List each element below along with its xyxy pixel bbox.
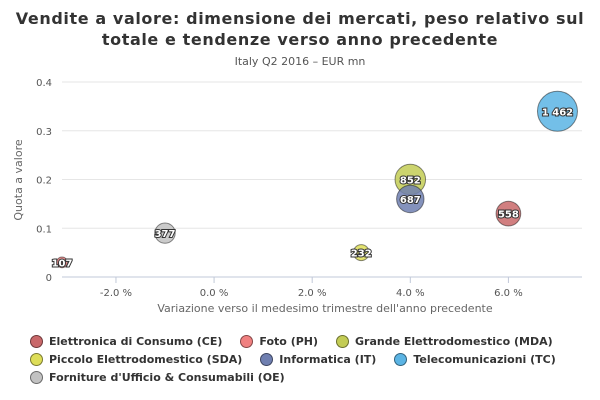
legend-label: Grande Elettrodomestico (MDA) (355, 334, 553, 348)
x-tick-label: 0.0 % (200, 288, 229, 299)
bubble-value-label: 232 (351, 249, 372, 260)
legend-swatch (260, 352, 274, 366)
legend-swatch (240, 334, 254, 348)
legend-swatch (30, 370, 43, 384)
y-tick-label: 0.2 (36, 176, 52, 187)
legend-row: Elettronica di Consumo (CE) Foto (PH) Gran… (30, 332, 590, 350)
x-axis-title: Variazione verso il medesimo trimestre d… (157, 302, 492, 315)
legend-label: Informatica (IT) (279, 352, 377, 366)
legend-label: Elettronica di Consumo (CE) (49, 334, 223, 348)
bubble-value-label: 377 (155, 229, 176, 240)
bubble[interactable] (396, 184, 425, 214)
legend-item[interactable]: Elettronica di Consumo (CE) (30, 334, 223, 348)
chart-subtitle: Italy Q2 2016 – EUR mn (235, 55, 366, 68)
legend-row: Forniture d'Ufficio & Consumabili (OE) (30, 368, 590, 386)
legend-swatch (30, 352, 43, 366)
x-tick-label: 6.0 % (494, 288, 523, 299)
chart-title-line-1: Vendite a valore: dimensione dei mercati… (16, 9, 584, 28)
bubble-value-label: 687 (400, 195, 421, 206)
y-axis-title: Quota a valore (12, 139, 25, 220)
legend-item[interactable]: Foto (PH) (240, 334, 319, 348)
bubble-value-label: 1 462 (542, 107, 573, 118)
legend-item[interactable]: Forniture d'Ufficio & Consumabili (OE) (30, 370, 285, 384)
legend-label: Forniture d'Ufficio & Consumabili (OE) (49, 370, 285, 384)
legend-label: Foto (PH) (259, 334, 319, 348)
legend-item[interactable]: Grande Elettrodomestico (MDA) (336, 334, 553, 348)
y-tick-label: 0.1 (36, 224, 52, 235)
legend-item[interactable]: Informatica (IT) (260, 352, 377, 366)
x-axis-ticks: -2.0 % 0.0 % 2.0 % 4.0 % 6.0 % (100, 277, 523, 299)
bubble-value-label: 852 (400, 176, 421, 187)
bubble[interactable] (352, 244, 370, 262)
legend: Elettronica di Consumo (CE) Foto (PH) Gran… (30, 332, 590, 386)
bubble-value-label: 558 (498, 210, 519, 221)
bubbles: 1 462 852 687 558 377 232 107 (51, 90, 578, 270)
legend-item[interactable]: Telecomunicazioni (TC) (394, 352, 556, 366)
x-tick-label: 4.0 % (396, 288, 425, 299)
x-tick-label: -2.0 % (100, 288, 132, 299)
y-tick-label: 0 (46, 273, 52, 284)
y-axis-ticks: 0 0.1 0.2 0.3 0.4 (36, 78, 52, 284)
x-tick-label: 2.0 % (298, 288, 327, 299)
y-tick-label: 0.4 (36, 78, 52, 89)
y-tick-label: 0.3 (36, 127, 52, 138)
grid-lines (62, 81, 582, 229)
chart-title-line-2: totale e tendenze verso anno precedente (102, 30, 498, 49)
legend-swatch (336, 334, 350, 348)
bubble-value-label: 107 (52, 258, 73, 269)
legend-label: Piccolo Elettrodomestico (SDA) (49, 352, 243, 366)
legend-row: Piccolo Elettrodomestico (SDA) Informatic… (30, 350, 590, 368)
legend-label: Telecomunicazioni (TC) (413, 352, 556, 366)
bubble[interactable] (154, 222, 176, 244)
bubble-chart: Vendite a valore: dimensione dei mercati… (12, 9, 584, 315)
legend-swatch (30, 334, 43, 348)
legend-swatch (394, 352, 408, 366)
bubble[interactable] (536, 90, 578, 132)
bubble[interactable] (495, 200, 522, 227)
legend-item[interactable]: Piccolo Elettrodomestico (SDA) (30, 352, 243, 366)
bubble[interactable] (56, 256, 68, 269)
